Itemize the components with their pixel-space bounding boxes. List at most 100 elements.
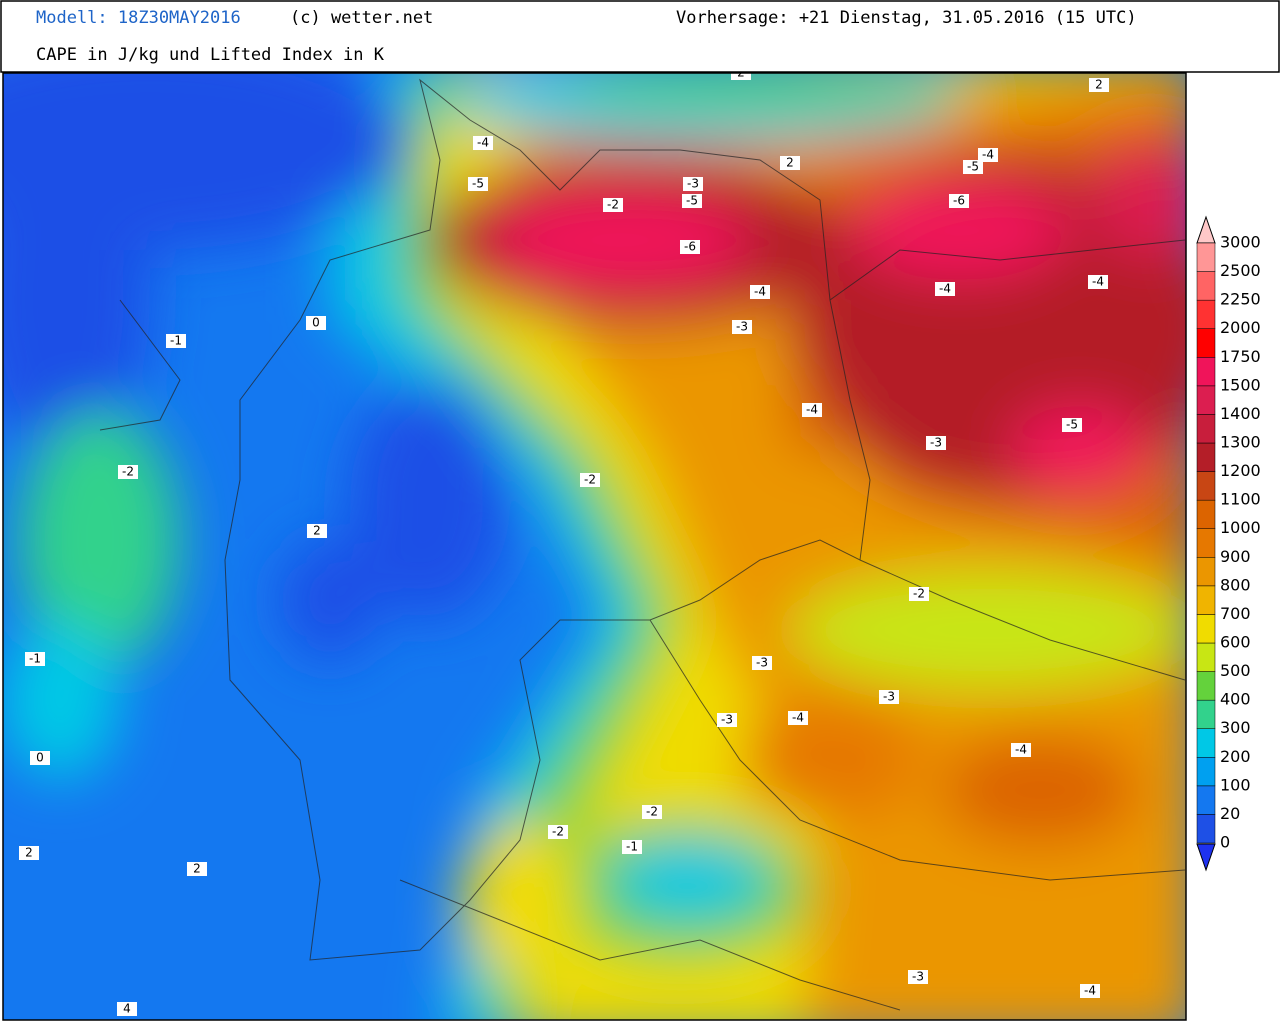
li-label: -2: [122, 465, 134, 479]
li-label-box: [30, 751, 50, 765]
li-label: 2: [737, 66, 745, 80]
cape-area: [3, 620, 120, 780]
legend-label: 1500: [1220, 375, 1261, 394]
li-label: -4: [792, 711, 804, 725]
li-label: 2: [25, 846, 33, 860]
li-label-box: [682, 194, 702, 208]
legend-label: 1200: [1220, 461, 1261, 480]
legend-label: 20: [1220, 804, 1240, 823]
li-label-box: [680, 240, 700, 254]
cape-area: [560, 73, 960, 105]
li-label-box: [117, 1002, 137, 1016]
legend-swatch: [1196, 385, 1216, 415]
li-label-box: [909, 587, 929, 601]
legend-swatch: [1196, 728, 1216, 758]
cape-area: [490, 190, 750, 290]
copyright: (c) wetter.net: [290, 8, 433, 28]
cape-area: [610, 840, 770, 920]
li-label: -3: [912, 970, 924, 984]
legend-label: 700: [1220, 604, 1251, 623]
map-frame: [2, 72, 1187, 1021]
li-label: -3: [756, 656, 768, 670]
li-label-box: [908, 970, 928, 984]
li-label: -4: [1092, 275, 1104, 289]
legend-swatch: [1196, 557, 1216, 587]
legend-label: 3000: [1220, 233, 1261, 252]
legend-low-arrow: [1196, 843, 1216, 872]
cape-area: [20, 410, 180, 670]
borders: [99, 78, 1186, 1011]
li-label: -4: [477, 136, 489, 150]
li-label-box: [166, 334, 186, 348]
cape-area: [785, 385, 835, 455]
li-label-box: [732, 320, 752, 334]
legend-label: 1300: [1220, 433, 1261, 452]
li-label: -4: [754, 285, 766, 299]
legend-swatch: [1196, 328, 1216, 358]
li-label-box: [548, 825, 568, 839]
li-label: -5: [686, 194, 698, 208]
cape-area: [940, 735, 1140, 845]
legend-swatch: [1196, 614, 1216, 644]
cape-area: [3, 140, 150, 460]
li-label-box: [118, 465, 138, 479]
legend-high-arrow: [1196, 215, 1216, 244]
li-label: 2: [193, 862, 201, 876]
legend-swatch: [1196, 785, 1216, 815]
li-label-box: [1011, 743, 1031, 757]
legend-swatch: [1196, 442, 1216, 472]
li-label: -2: [646, 805, 658, 819]
li-label-box: [603, 198, 623, 212]
li-label: -2: [913, 587, 925, 601]
header-box: [0, 0, 1280, 73]
model-label: Modell: 18Z30MAY2016: [36, 8, 241, 28]
li-label-box: [307, 524, 327, 538]
li-label: 2: [1095, 78, 1103, 92]
li-label: -3: [883, 690, 895, 704]
li-label-box: [622, 840, 642, 854]
li-label: -3: [736, 320, 748, 334]
li-label-box: [978, 148, 998, 162]
li-label-box: [949, 194, 969, 208]
legend-swatch: [1196, 471, 1216, 501]
li-label-box: [752, 656, 772, 670]
li-label: -3: [721, 713, 733, 727]
legend-swatch: [1196, 357, 1216, 387]
legend-label: 2500: [1220, 261, 1261, 280]
li-label-box: [780, 156, 800, 170]
li-label: -1: [170, 334, 182, 348]
li-label: 2: [786, 156, 794, 170]
legend-label: 1000: [1220, 518, 1261, 537]
li-labels: -4-5-5-6-3-2-4-3-4-4-5-6-4 -4-5-3-2-20-1-…: [19, 66, 1109, 1016]
legend-swatch: [1196, 271, 1216, 301]
li-label: -5: [967, 160, 979, 174]
li-label-box: [935, 282, 955, 296]
li-label-box: [468, 177, 488, 191]
li-label: 2: [313, 524, 321, 538]
legend-swatch: [1196, 642, 1216, 672]
legend-swatch: [1196, 242, 1216, 272]
legend-label: 800: [1220, 575, 1251, 594]
legend-label: 1750: [1220, 347, 1261, 366]
legend-swatch: [1196, 699, 1216, 729]
li-label-box: [642, 805, 662, 819]
li-label: -4: [939, 282, 951, 296]
li-label-box: [473, 136, 493, 150]
li-label: -1: [626, 840, 638, 854]
cape-area: [1090, 140, 1186, 260]
li-label: -4: [982, 148, 994, 162]
map: -4-5-5-6-3-2-4-3-4-4-5-6-4 -4-5-3-2-20-1-…: [3, 66, 1186, 1020]
li-label-box: [788, 711, 808, 725]
cape-area: [1010, 405, 1150, 495]
cape-area: [280, 540, 380, 660]
li-label-box: [1088, 275, 1108, 289]
cape-area: [740, 700, 920, 820]
legend-swatch: [1196, 757, 1216, 787]
li-label-box: [879, 690, 899, 704]
li-label-box: [731, 73, 751, 80]
legend-label: 900: [1220, 547, 1251, 566]
li-label: 4: [123, 1002, 131, 1016]
li-label: -6: [953, 194, 965, 208]
li-label-box: [963, 160, 983, 174]
li-label-box: [306, 316, 326, 330]
